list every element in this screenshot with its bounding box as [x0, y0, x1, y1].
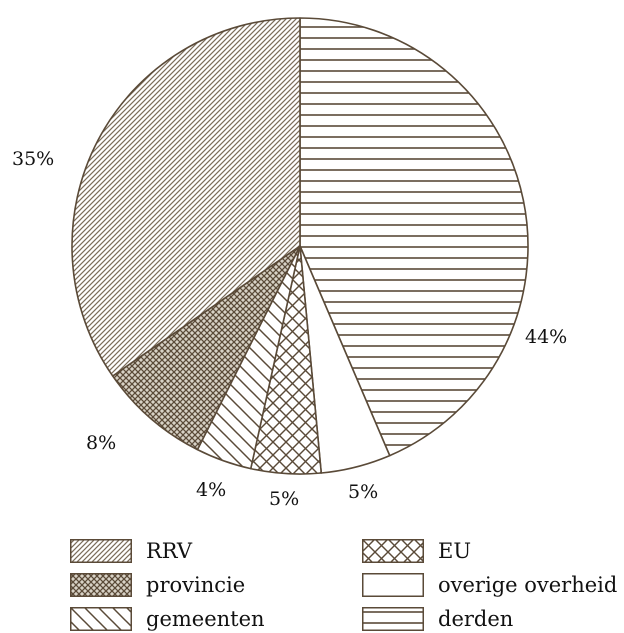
legend-swatch-rrv — [70, 539, 132, 563]
legend-label-derden: derden — [438, 607, 514, 631]
legend-label-overige-overheid: overige overheid — [438, 573, 618, 597]
slice-label-eu: 5% — [269, 488, 300, 510]
legend-label-rrv: RRV — [146, 539, 193, 563]
legend-label-provincie: provincie — [146, 573, 246, 597]
legend-swatch-overige-overheid — [362, 573, 424, 597]
slice-label-provincie: 8% — [86, 432, 117, 454]
slice-label-derden: 44% — [525, 326, 568, 348]
legend-swatch-eu — [362, 539, 424, 563]
legend-swatch-gemeenten — [70, 607, 132, 631]
pie-slice-derden — [299, 17, 529, 457]
slice-label-gemeenten: 4% — [196, 479, 227, 501]
legend-swatch-provincie — [70, 573, 132, 597]
legend-label-gemeenten: gemeenten — [146, 607, 265, 631]
pie-slice-rrv — [71, 17, 301, 377]
pie-slices — [71, 17, 529, 475]
legend-swatch-derden — [362, 607, 424, 631]
slice-label-rrv: 35% — [12, 148, 55, 170]
pie-slice-provincie — [111, 245, 301, 451]
slice-label-overige-overheid: 5% — [348, 481, 379, 503]
legend-label-eu: EU — [438, 539, 472, 563]
